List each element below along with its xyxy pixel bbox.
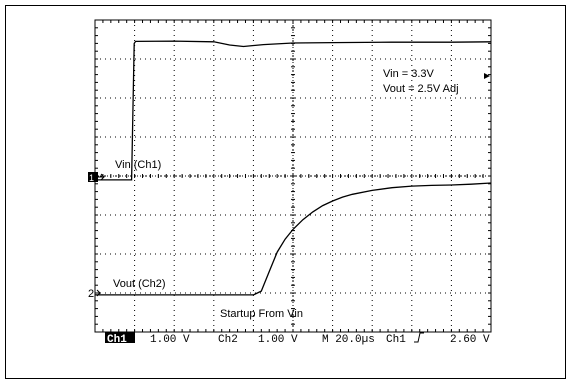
series-label-vin: Vin (Ch1): [115, 159, 161, 171]
ch2-marker-label: 2: [88, 288, 94, 300]
traces: [95, 40, 492, 296]
ch2-marker: 2: [88, 288, 101, 300]
series-label-vout: Vout (Ch2): [113, 278, 166, 290]
status-trigger-level: 2.60 V: [450, 334, 490, 346]
status-ch1-scale: 1.00 V: [150, 334, 190, 346]
status-trigger-source: Ch1: [386, 334, 406, 346]
ch1-badge: [105, 332, 135, 343]
trace-vout: [95, 182, 492, 296]
annotation-vin: Vin = 3.3V: [383, 68, 435, 80]
ch1-marker: 1: [88, 172, 105, 183]
status-ch1: Ch1: [107, 334, 127, 346]
annotation-vout: Vout = 2.5V Adj: [383, 83, 459, 95]
status-ch2-scale: 1.00 V: [258, 334, 298, 346]
trigger-level-marker: [484, 73, 490, 79]
status-bar: Ch1 1.00 V Ch2 1.00 V M 20.0µs Ch1 2.60 …: [105, 332, 490, 346]
trace-vin: [95, 40, 492, 181]
status-timebase: M 20.0µs: [322, 334, 375, 346]
trigger-edge-icon: [414, 332, 424, 343]
ch1-marker-label: 1: [89, 173, 94, 183]
annotation-startup: Startup From Vin: [220, 308, 303, 320]
scope-frame: [5, 5, 566, 379]
status-ch2: Ch2: [218, 334, 238, 346]
